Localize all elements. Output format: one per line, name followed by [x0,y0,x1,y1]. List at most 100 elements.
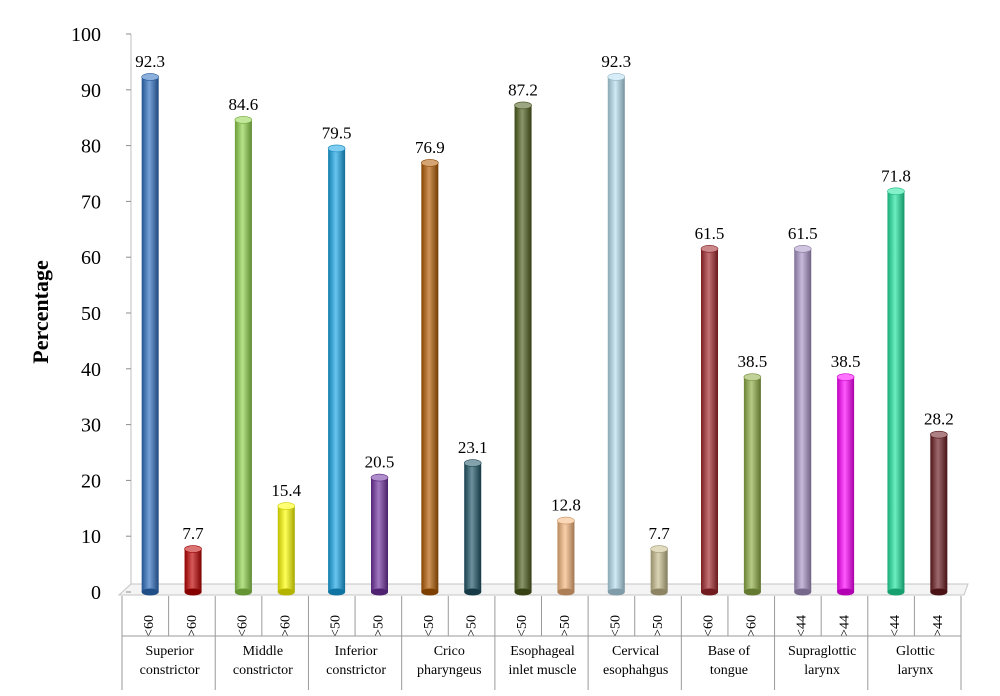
x-sub-label: <50 [515,615,530,637]
y-tick-label: 80 [81,136,101,158]
bar-cap [836,373,855,381]
bar [370,477,388,592]
bar-cap [370,473,389,482]
bar-base [328,588,346,596]
x-axis-labels: <60 >60 Superior constrictor <60 >60 Middle con… [121,596,962,690]
x-sub-label: <44 [888,615,903,637]
bar-base [234,588,252,596]
bar [514,105,532,592]
x-group-label: Base of tongue [708,644,751,678]
x-sub-label: <50 [329,615,344,637]
x-sub-label: <50 [608,615,623,637]
x-sub-label: <60 [702,615,717,637]
x-group-label: Superior constrictor [140,644,200,678]
x-sub-label: >50 [465,615,480,637]
bar-cap [234,116,253,124]
data-label: 92.3 [601,52,631,71]
bar-cap [930,430,948,439]
x-sub-label: >50 [371,615,386,637]
bar-base [514,588,532,596]
data-label: 92.3 [135,52,165,71]
data-label: 84.6 [229,95,259,114]
x-group-label: Cervical esophahgus [603,644,668,678]
bar [794,248,812,592]
y-tick-label: 70 [81,191,101,213]
bar-cap [277,502,296,510]
bar [930,434,948,592]
y-tick-label: 10 [81,526,101,548]
bar-cap [557,516,575,525]
x-group-label: Supraglottic larynx [788,644,856,678]
data-label: 28.2 [924,410,954,429]
bar [557,520,575,592]
x-sub-label: >60 [185,615,200,637]
bar [607,76,625,592]
data-label: 12.8 [551,496,581,515]
x-sub-label: <60 [142,615,157,637]
data-label: 76.9 [415,138,445,157]
y-tick-label: 30 [81,415,101,437]
bar-cap [743,373,762,381]
x-sub-label: >50 [651,615,666,637]
bar-cap [141,73,159,81]
bar-cap [184,545,202,553]
y-tick-label: 100 [71,24,101,46]
bar-base [141,588,159,596]
x-sub-label: >50 [558,615,573,637]
bar-cap [887,187,905,196]
bar [141,76,159,592]
y-tick-label: 60 [81,247,101,269]
x-sub-label: >44 [838,615,853,637]
bar-base [743,588,761,596]
bar-base [930,588,948,596]
bar [421,162,439,592]
bar-base [184,588,202,596]
bar-cap [327,144,346,153]
bar [837,377,855,592]
bar-base [607,588,625,596]
data-label: 38.5 [831,352,861,371]
bar [464,463,482,592]
bar-base [370,588,388,596]
bar-base [887,588,905,596]
data-label: 61.5 [788,224,818,243]
y-tick-label: 40 [81,359,101,381]
bar [650,549,668,592]
bar-cap [650,545,668,553]
y-tick-label: 50 [81,303,101,325]
data-label: 38.5 [738,352,768,371]
bar-cap [421,159,439,167]
data-label: 20.5 [365,453,395,472]
bar-cap [463,459,482,467]
data-label: 23.1 [458,438,488,457]
bar-base [421,588,439,596]
x-sub-label: >60 [744,615,759,637]
x-group-label: Crico pharyngeus [417,644,482,678]
x-sub-label: >60 [278,615,293,637]
x-group-label: Inferior constrictor [326,644,386,678]
bar-base [650,588,668,596]
bar-base [464,588,482,596]
data-label: 7.7 [649,524,671,543]
x-sub-label: >44 [931,615,946,637]
bar [743,377,761,592]
data-label: 79.5 [322,123,352,142]
bar [887,191,905,592]
y-tick-label: 20 [81,470,101,492]
bars: 92.3 7.7 84.6 15.4 79.5 20.5 76.9 23.1 87.2 12.8 9… [135,52,954,596]
bar-cap [793,245,812,253]
x-sub-label: <44 [795,615,810,637]
y-axis-title: Percentage [28,260,53,364]
data-label: 61.5 [695,224,725,243]
x-sub-label: <50 [422,615,437,637]
bar [184,549,202,592]
y-axis: 0 10 20 30 40 50 60 70 80 90 100 [71,24,131,604]
bar-cap [607,73,626,81]
bar [328,148,346,592]
bar-cap [514,101,532,110]
x-group-label: Glottic larynx [896,644,935,678]
y-tick-label: 90 [81,80,101,102]
y-tick-label: 0 [91,582,101,604]
